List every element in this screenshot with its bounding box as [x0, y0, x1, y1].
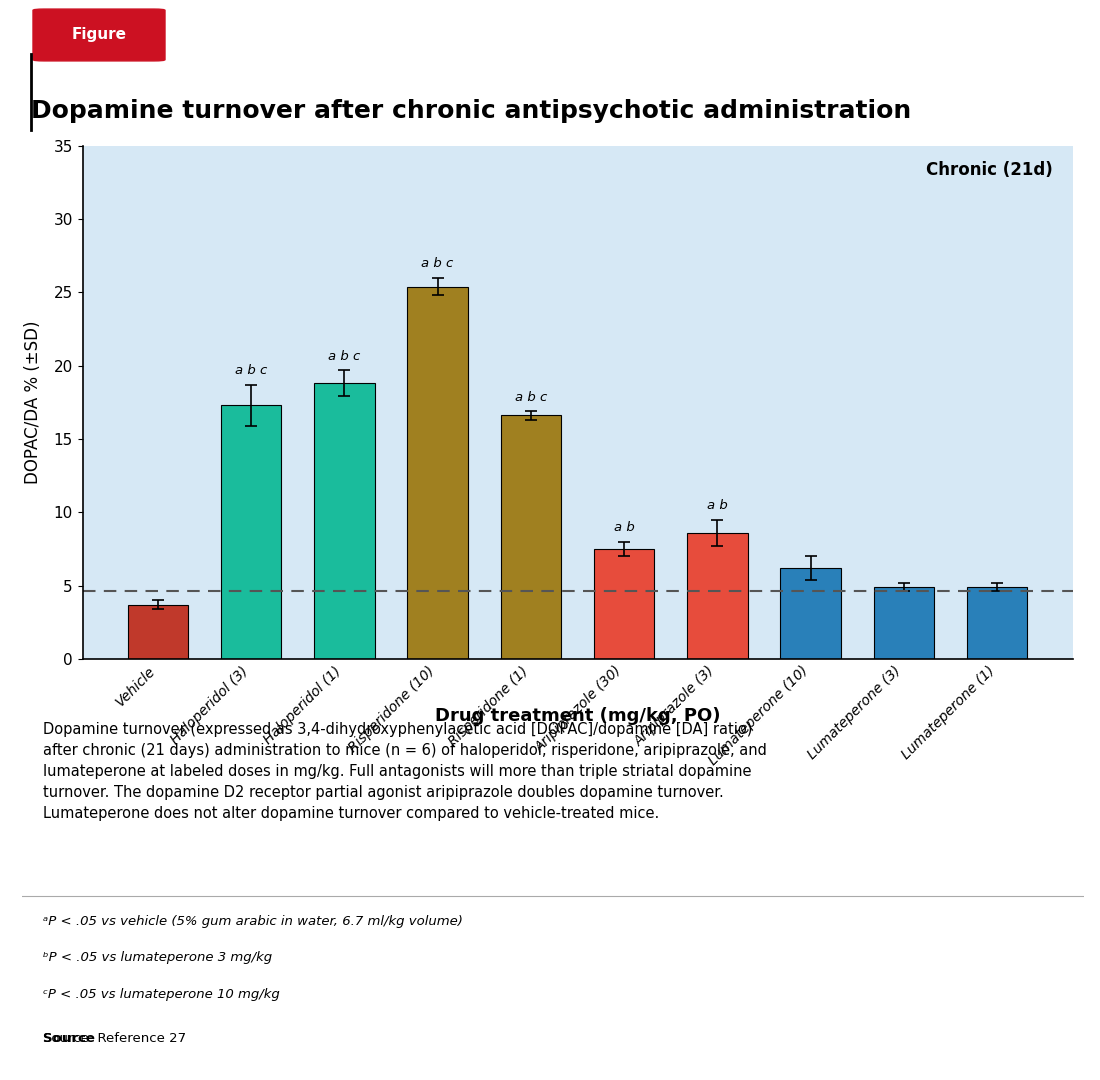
- Bar: [688, 532, 748, 659]
- Text: Source: Source: [43, 1031, 95, 1044]
- Bar: [314, 383, 375, 659]
- Text: Dopamine turnover after chronic antipsychotic administration: Dopamine turnover after chronic antipsyc…: [31, 99, 911, 123]
- Y-axis label: DOPAC/DA % (±SD): DOPAC/DA % (±SD): [24, 321, 42, 484]
- Text: ᵃP < .05 vs vehicle (5% gum arabic in water, 6.7 ml/kg volume): ᵃP < .05 vs vehicle (5% gum arabic in wa…: [43, 915, 463, 928]
- Bar: [407, 286, 468, 659]
- Text: Chronic (21d): Chronic (21d): [926, 161, 1053, 179]
- Text: ᵇP < .05 vs lumateperone 3 mg/kg: ᵇP < .05 vs lumateperone 3 mg/kg: [43, 951, 273, 964]
- Bar: [221, 405, 282, 659]
- Bar: [500, 416, 561, 659]
- Bar: [594, 549, 654, 659]
- FancyBboxPatch shape: [33, 9, 165, 60]
- Text: Figure: Figure: [72, 27, 126, 42]
- Text: ᶜP < .05 vs lumateperone 10 mg/kg: ᶜP < .05 vs lumateperone 10 mg/kg: [43, 988, 280, 1001]
- Text: Drug treatment (mg/kg, PO): Drug treatment (mg/kg, PO): [434, 707, 720, 726]
- Bar: [873, 588, 934, 659]
- Text: Source: Reference 27: Source: Reference 27: [43, 1031, 186, 1044]
- Text: a b c: a b c: [328, 350, 361, 363]
- Text: a b: a b: [707, 499, 728, 512]
- Text: a b: a b: [614, 522, 635, 535]
- Text: a b c: a b c: [235, 364, 267, 377]
- Bar: [128, 605, 188, 659]
- Text: Dopamine turnover (expressed as 3,4-dihydroxyphenylacetic acid [DOPAC]/dopamine : Dopamine turnover (expressed as 3,4-dihy…: [43, 721, 767, 821]
- Bar: [780, 568, 842, 659]
- Text: a b c: a b c: [421, 257, 453, 270]
- Text: a b c: a b c: [515, 391, 547, 404]
- Bar: [967, 588, 1027, 659]
